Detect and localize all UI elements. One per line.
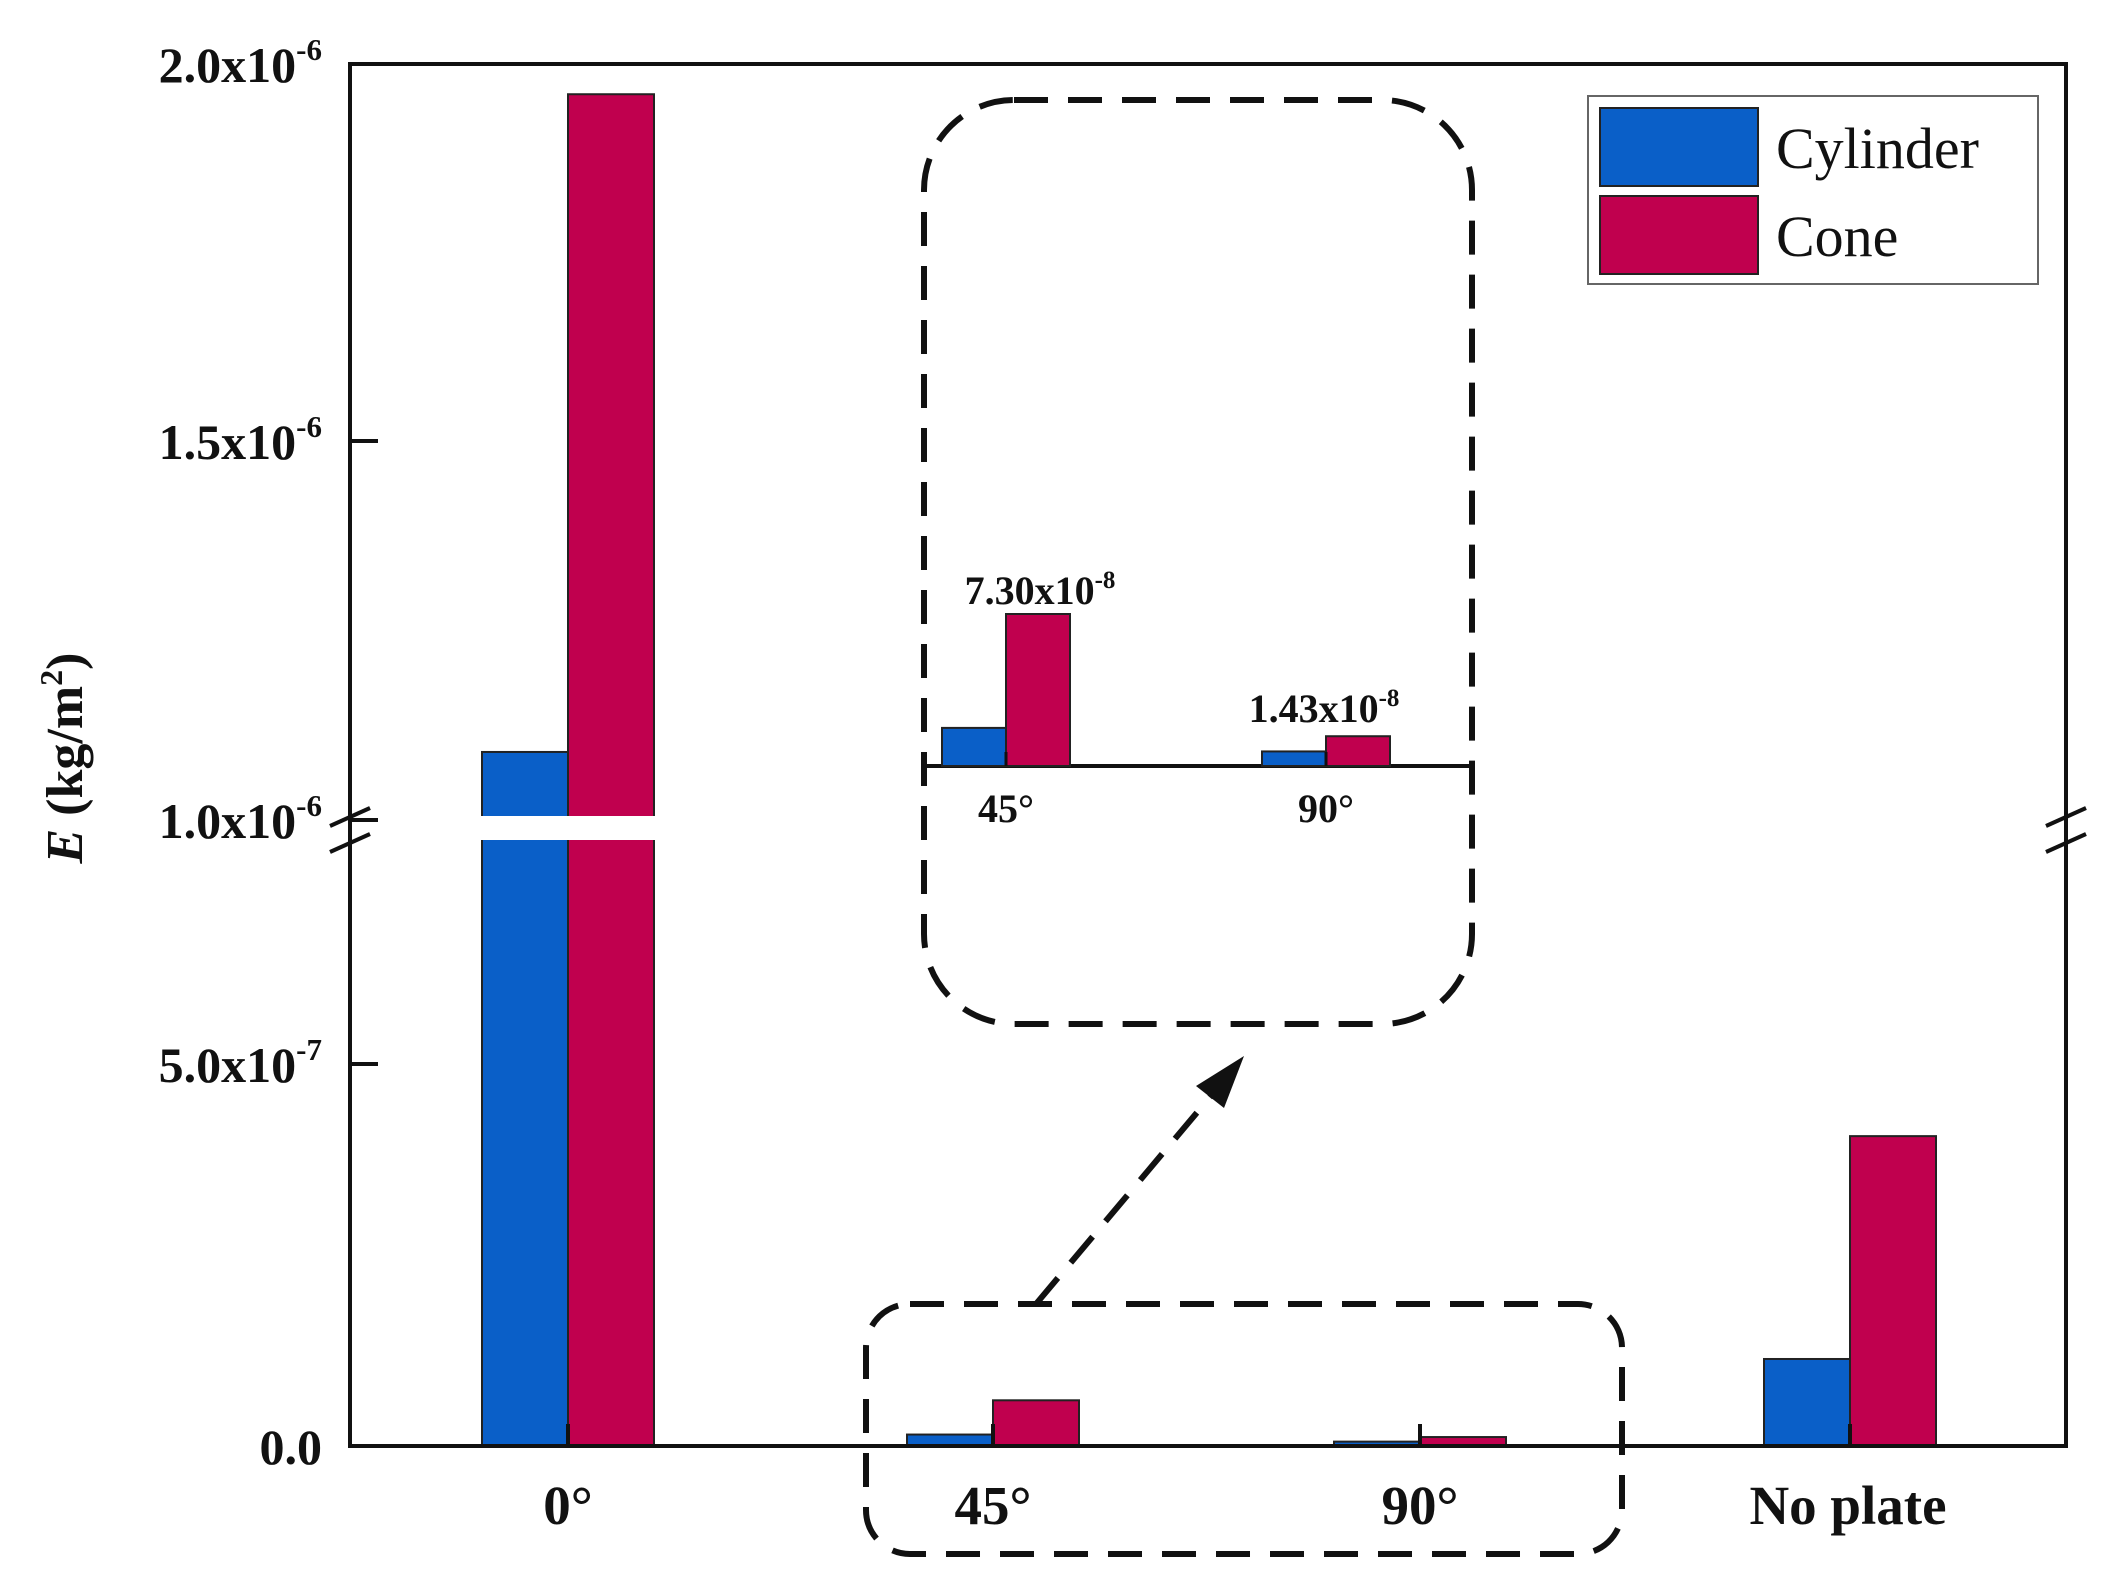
x-tick-label-2: 90° [1382, 1475, 1459, 1536]
inset-bar-cone-0 [1005, 613, 1071, 767]
bar-cylinder-0 [481, 750, 569, 1447]
inset-bar-cone-1 [1325, 735, 1391, 768]
legend: Cylinder Cone [1587, 95, 2039, 285]
y-tick-label-0: 0.0 [260, 1419, 323, 1475]
inset-chart: 45° 90° 7.30x10-8 1.43x10-8 [921, 97, 1475, 1027]
legend-swatch-cone [1599, 195, 1759, 275]
highlight-region [863, 1056, 1625, 1557]
x-tick-label-1: 45° [955, 1475, 1032, 1536]
inset-x-label-1: 90° [1298, 786, 1354, 831]
bar-cone-3 [1849, 1135, 1937, 1447]
inset-frame [921, 97, 1475, 1027]
x-tick-labels: 0° 45° 90° No plate [543, 1475, 1946, 1536]
highlight-box [863, 1301, 1625, 1557]
y-axis-ticks [350, 62, 1852, 1448]
y-tick-label-3: 1.5x10-6 [159, 409, 322, 470]
y-axis-title-text: E (kg/m2) [33, 652, 94, 864]
y-tick-label-2: 1.0x10-6 [159, 788, 322, 849]
bar-cone-0 [567, 93, 655, 1448]
bar-cone-1 [992, 1399, 1080, 1448]
main-bars [481, 93, 1937, 1448]
y-axis-title: E (kg/m2) [33, 652, 94, 864]
inset-value-label-0: 7.30x10-8 [965, 567, 1116, 613]
axis-break [329, 806, 2087, 854]
x-tick-label-3: No plate [1749, 1475, 1946, 1536]
inset-value-label-1: 1.43x10-8 [1249, 685, 1400, 731]
plot-frame [348, 62, 2068, 1448]
legend-label-cone: Cone [1776, 204, 1898, 269]
inset-x-label-0: 45° [978, 786, 1034, 831]
legend-label-cylinder: Cylinder [1776, 116, 1979, 181]
zoom-arrow-line [1033, 1076, 1229, 1306]
y-tick-label-4: 2.0x10-6 [159, 32, 322, 93]
inset-bar-cylinder-1 [1261, 750, 1327, 768]
bar-cylinder-3 [1763, 1357, 1851, 1447]
y-tick-labels: 0.0 5.0x10-7 1.0x10-6 1.5x10-6 2.0x10-6 [159, 32, 322, 1475]
legend-swatch-cylinder [1599, 107, 1759, 187]
x-tick-label-0: 0° [543, 1475, 593, 1536]
inset-bar-cylinder-0 [941, 726, 1007, 767]
y-tick-label-1: 5.0x10-7 [159, 1032, 322, 1093]
break-gap-strip [460, 816, 660, 840]
zoom-arrow-head [1196, 1056, 1244, 1108]
